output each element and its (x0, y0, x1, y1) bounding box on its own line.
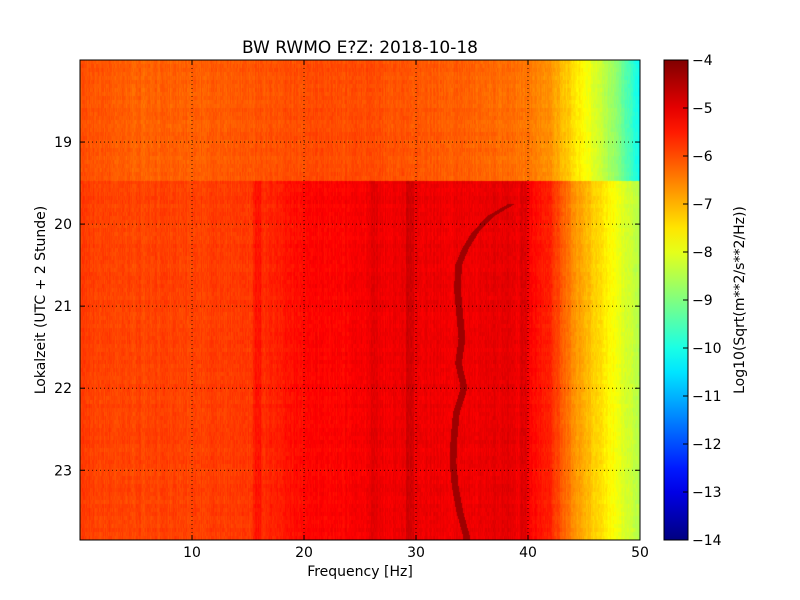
y-tick-label: 22 (54, 381, 72, 397)
colorbar-tick-label: −9 (692, 293, 713, 309)
y-tick-label: 21 (54, 299, 72, 315)
x-axis-label: Frequency [Hz] (307, 564, 413, 580)
x-axis-ticks: 10 20 30 40 50 (183, 60, 649, 561)
colorbar-tick-label: −6 (692, 149, 713, 165)
heatmap-image (80, 60, 640, 540)
x-tick-label: 20 (295, 545, 313, 561)
colorbar-tick-label: −11 (692, 389, 722, 405)
colorbar-tick-label: −13 (692, 485, 722, 501)
colorbar-tick-label: −4 (692, 53, 713, 69)
x-tick-label: 10 (183, 545, 201, 561)
x-tick-label: 30 (407, 545, 425, 561)
colorbar-label: Log10(Sqrt(m**2/s**2/Hz)) (732, 206, 748, 394)
colorbar-tick-label: −14 (692, 533, 722, 549)
y-axis-ticks: 19 20 21 22 23 (54, 135, 640, 479)
colorbar-tick-label: −8 (692, 245, 713, 261)
grid-lines (80, 60, 640, 540)
plot-frame (79, 59, 641, 541)
colorbar-tick-label: −7 (692, 197, 713, 213)
colorbar-tick-label: −5 (692, 101, 713, 117)
y-tick-label: 19 (54, 135, 72, 151)
colorbar-ticks: −4 −5 −6 −7 −8 −9 −10 −11 −12 −13 −14 (683, 53, 722, 549)
y-axis-label: Lokalzeit (UTC + 2 Stunde) (33, 206, 49, 395)
x-tick-label: 50 (631, 545, 649, 561)
y-tick-label: 20 (54, 217, 72, 233)
colorbar-tick-label: −10 (692, 341, 722, 357)
chart-title: BW RWMO E?Z: 2018-10-18 (242, 38, 478, 58)
x-tick-label: 40 (519, 545, 537, 561)
colorbar-tick-label: −12 (692, 437, 722, 453)
y-tick-label: 23 (54, 463, 72, 479)
